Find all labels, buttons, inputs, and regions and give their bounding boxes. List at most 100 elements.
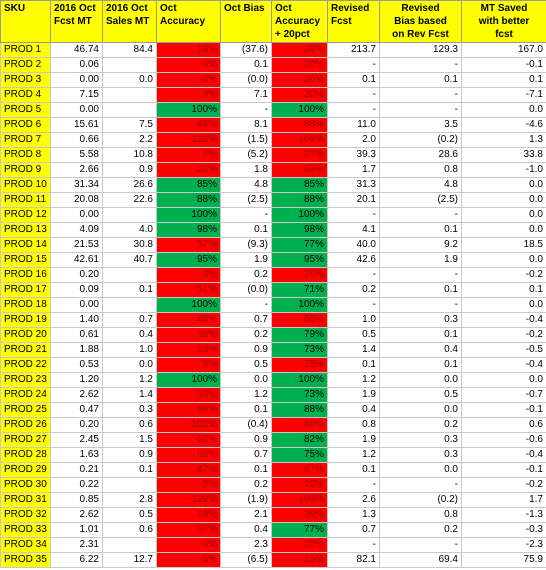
sales-mt-cell: [102, 207, 157, 223]
header-mt-saved: MT Saved with better fcst: [461, 0, 546, 43]
revised-bias-cell: 0.1: [379, 222, 462, 238]
mt-saved-cell: -0.3: [461, 522, 546, 538]
revised-bias-cell: -: [379, 267, 462, 283]
revised-fcst-cell: 213.7: [327, 42, 380, 58]
sku-cell: PROD 8: [0, 147, 51, 163]
sales-mt-cell: [102, 477, 157, 493]
oct-bias-cell: (1.9): [220, 492, 272, 508]
revised-fcst-cell: 40.0: [327, 237, 380, 253]
oct-bias-cell: 8.1: [220, 117, 272, 133]
revised-fcst-cell: -: [327, 57, 380, 73]
revised-fcst-cell: -: [327, 537, 380, 553]
table-row: PROD 18 0.00 100% -100% - -0.0: [0, 297, 546, 313]
mt-saved-cell: -7.1: [461, 87, 546, 103]
header-line: MT Saved: [480, 3, 528, 14]
sku-cell: PROD 23: [0, 372, 51, 388]
header-line: Accuracy: [275, 16, 321, 27]
table-row: PROD 31 0.85 2.8 -129% (1.9) -109% 2.6 (0.2) 1.7: [0, 492, 546, 508]
sku-cell: PROD 35: [0, 552, 51, 568]
header-line: Accuracy: [160, 16, 206, 27]
table-row: PROD 1 46.74 84.4 19% (37.6) 39% 213.7 129.3 167…: [0, 42, 546, 58]
oct-bias-cell: 0.0: [220, 372, 272, 388]
table-row: PROD 6 15.61 7.5 48% 8.1 68% 11.0 3.5 -4.6: [0, 117, 546, 133]
accuracy-plus-20-cell: 39%: [271, 42, 328, 58]
revised-bias-cell: 9.2: [379, 237, 462, 253]
sales-mt-cell: 4.0: [102, 222, 157, 238]
fcst-mt-cell: 21.53: [50, 237, 103, 253]
header-line: Sales MT: [106, 16, 150, 27]
oct-accuracy-cell: 53%: [156, 342, 221, 358]
oct-accuracy-cell: 0%: [156, 87, 221, 103]
header-line: Oct: [275, 3, 292, 14]
revised-bias-cell: 0.0: [379, 402, 462, 418]
fcst-mt-cell: 0.00: [50, 207, 103, 223]
accuracy-plus-20-cell: 20%: [271, 537, 328, 553]
accuracy-plus-20-cell: 85%: [271, 177, 328, 193]
table-body: PROD 1 46.74 84.4 19% (37.6) 39% 213.7 129.3 167…: [0, 42, 546, 568]
mt-saved-cell: -0.2: [461, 267, 546, 283]
mt-saved-cell: -0.6: [461, 432, 546, 448]
oct-bias-cell: -: [220, 207, 272, 223]
sku-cell: PROD 28: [0, 447, 51, 463]
header-line: Bias based: [394, 16, 447, 27]
mt-saved-cell: -0.5: [461, 342, 546, 358]
accuracy-plus-20-cell: -109%: [271, 492, 328, 508]
mt-saved-cell: 0.0: [461, 222, 546, 238]
revised-bias-cell: 0.1: [379, 72, 462, 88]
mt-saved-cell: 0.0: [461, 297, 546, 313]
oct-accuracy-cell: 0%: [156, 537, 221, 553]
oct-accuracy-cell: -5%: [156, 552, 221, 568]
sales-mt-cell: 0.1: [102, 462, 157, 478]
table-row: PROD 10 31.34 26.6 85% 4.8 85% 31.3 4.8 0.0: [0, 177, 546, 193]
sku-cell: PROD 22: [0, 357, 51, 373]
oct-accuracy-cell: 57%: [156, 522, 221, 538]
oct-bias-cell: 1.8: [220, 162, 272, 178]
sales-mt-cell: 26.6: [102, 177, 157, 193]
oct-accuracy-cell: 48%: [156, 312, 221, 328]
accuracy-plus-20-cell: -106%: [271, 132, 328, 148]
sales-mt-cell: 0.7: [102, 312, 157, 328]
header-line: Fcst MT: [54, 16, 92, 27]
revised-bias-cell: 0.3: [379, 447, 462, 463]
accuracy-plus-20-cell: 67%: [271, 462, 328, 478]
sales-mt-cell: 1.4: [102, 387, 157, 403]
revised-fcst-cell: 0.7: [327, 522, 380, 538]
oct-accuracy-cell: 53%: [156, 387, 221, 403]
oct-accuracy-cell: 85%: [156, 177, 221, 193]
fcst-mt-cell: 0.61: [50, 327, 103, 343]
revised-fcst-cell: -: [327, 102, 380, 118]
oct-accuracy-cell: 51%: [156, 282, 221, 298]
table-row: PROD 19 1.40 0.7 48% 0.7 68% 1.0 0.3 -0.4: [0, 312, 546, 328]
mt-saved-cell: 167.0: [461, 42, 546, 58]
fcst-mt-cell: 2.66: [50, 162, 103, 178]
oct-accuracy-cell: 100%: [156, 102, 221, 118]
accuracy-plus-20-cell: 100%: [271, 297, 328, 313]
revised-bias-cell: 0.2: [379, 417, 462, 433]
header-oct-accuracy: Oct Accuracy: [156, 0, 221, 43]
oct-bias-cell: 1.9: [220, 252, 272, 268]
revised-bias-cell: 4.8: [379, 177, 462, 193]
oct-accuracy-cell: 0%: [156, 267, 221, 283]
revised-bias-cell: 28.6: [379, 147, 462, 163]
accuracy-plus-20-cell: 100%: [271, 207, 328, 223]
fcst-mt-cell: 2.31: [50, 537, 103, 553]
sales-mt-cell: [102, 102, 157, 118]
revised-fcst-cell: 42.6: [327, 252, 380, 268]
sales-mt-cell: 0.5: [102, 507, 157, 523]
revised-bias-cell: (2.5): [379, 192, 462, 208]
revised-fcst-cell: 11.0: [327, 117, 380, 133]
oct-bias-cell: (2.5): [220, 192, 272, 208]
header-line: Revised: [331, 3, 370, 14]
sku-cell: PROD 1: [0, 42, 51, 58]
sku-cell: PROD 16: [0, 267, 51, 283]
revised-fcst-cell: 82.1: [327, 552, 380, 568]
table-row: PROD 33 1.01 0.6 57% 0.4 77% 0.7 0.2 -0.3: [0, 522, 546, 538]
fcst-mt-cell: 0.06: [50, 57, 103, 73]
revised-bias-cell: -: [379, 102, 462, 118]
sales-mt-cell: 0.0: [102, 72, 157, 88]
revised-bias-cell: 0.2: [379, 522, 462, 538]
oct-bias-cell: 4.8: [220, 177, 272, 193]
oct-accuracy-cell: 88%: [156, 192, 221, 208]
oct-bias-cell: -: [220, 297, 272, 313]
oct-accuracy-cell: 98%: [156, 222, 221, 238]
